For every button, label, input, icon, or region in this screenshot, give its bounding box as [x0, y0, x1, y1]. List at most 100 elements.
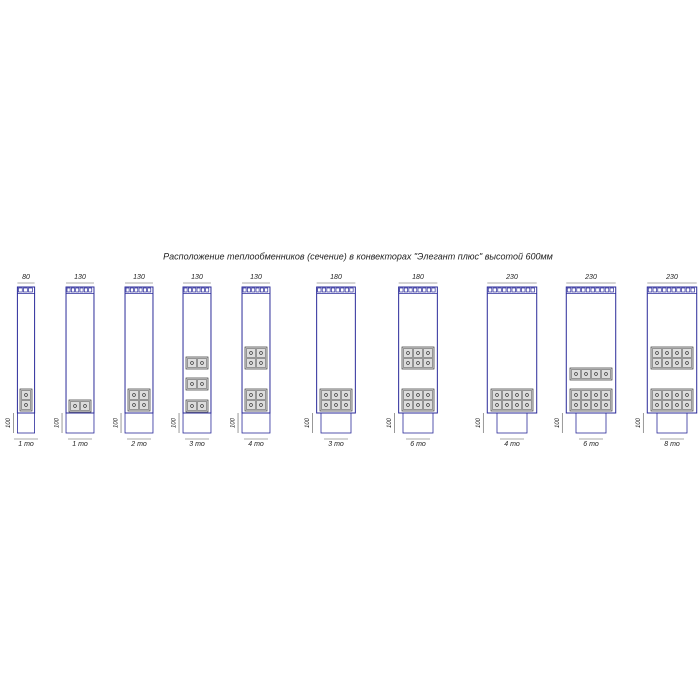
pipe [584, 372, 588, 376]
grille-slot [83, 287, 88, 293]
grille-slot [317, 287, 322, 293]
grille-slot [183, 287, 188, 293]
convector-section: 180 100 6 то [387, 274, 438, 448]
stand [656, 412, 688, 434]
exchanger-cell [591, 369, 601, 379]
pipe [604, 372, 608, 376]
exchanger-cell [331, 400, 341, 410]
grille-slot [666, 287, 672, 293]
grille-slot [326, 287, 331, 293]
exchanger-cell [403, 358, 413, 368]
pipe [685, 361, 689, 365]
convector-section: 230 100 6 то [555, 274, 617, 448]
exchanger-cell [512, 400, 522, 410]
grille-slot [516, 287, 521, 293]
grille-slot [487, 287, 493, 293]
pipe [594, 403, 598, 407]
pipe [426, 403, 430, 407]
grille-slot [609, 287, 614, 293]
pipe [83, 404, 87, 408]
exchanger-cell [581, 390, 591, 400]
grille-slot [681, 287, 686, 293]
pipe [142, 403, 146, 407]
pipe [416, 351, 420, 355]
pipe [249, 361, 253, 365]
grille-slot [581, 287, 586, 293]
grille-slot [671, 287, 676, 293]
stand [182, 412, 212, 434]
stand [496, 412, 528, 434]
grille-slot [525, 287, 531, 293]
exchanger-cell [413, 348, 423, 358]
pipe [259, 393, 263, 397]
grille-slot [595, 287, 600, 293]
exchanger-cell [256, 400, 266, 410]
exchanger-cell [581, 400, 591, 410]
exchanger-cell [413, 400, 423, 410]
exchanger-cell [682, 358, 692, 368]
pipe [406, 361, 410, 365]
pipe [655, 393, 659, 397]
pipe [249, 351, 253, 355]
width-label: 180 [330, 274, 342, 281]
pipe [515, 403, 519, 407]
pipe [515, 393, 519, 397]
exchanger-cell [571, 390, 581, 400]
exchanger-cell [139, 390, 149, 400]
pipe [142, 393, 146, 397]
pipe [495, 403, 499, 407]
grille-slot [28, 287, 33, 293]
width-label: 230 [584, 274, 597, 281]
grille-slot [690, 287, 695, 293]
height-label: 100 [231, 417, 237, 428]
grille-slot [259, 287, 264, 293]
exchanger-cell [246, 390, 256, 400]
quantity-label: 3 то [328, 441, 344, 448]
exchanger-cell [341, 390, 351, 400]
title: Расположение теплообменников (сечение) в… [163, 251, 553, 261]
width-label: 180 [412, 274, 424, 281]
grille-slot [413, 287, 418, 293]
exchanger-cell [591, 390, 601, 400]
quantity-label: 3 то [189, 441, 205, 448]
grille-slot [600, 287, 605, 293]
pipe [675, 403, 679, 407]
width-label: 130 [133, 274, 145, 281]
exchanger-cell [662, 390, 672, 400]
grille-slot [585, 287, 591, 293]
height-label: 100 [305, 417, 311, 428]
pipe [525, 393, 529, 397]
pipe [426, 393, 430, 397]
pipe [495, 393, 499, 397]
grille-slot [255, 287, 260, 293]
grille-slot [422, 287, 427, 293]
grille-slot [88, 287, 93, 293]
exchanger-cell [423, 348, 433, 358]
exchanger-cell [256, 390, 266, 400]
exchanger-cell [197, 401, 207, 411]
stand [124, 412, 154, 434]
pipe [406, 393, 410, 397]
pipe [665, 403, 669, 407]
grille-slot [335, 287, 340, 293]
pipe [675, 393, 679, 397]
exchanger-cell [187, 401, 197, 411]
grille-slot [521, 287, 526, 293]
pipe [584, 393, 588, 397]
grille-slot [506, 287, 512, 293]
grille-slot [192, 287, 197, 293]
grille-slot [147, 287, 152, 293]
exchanger-cell [581, 369, 591, 379]
exchanger-cell [423, 358, 433, 368]
width-label: 230 [665, 274, 678, 281]
exchanger-cell [682, 390, 692, 400]
grille-slot [657, 287, 662, 293]
grille-slot [399, 287, 404, 293]
exchanger-cell [246, 400, 256, 410]
grille-slot [247, 287, 251, 293]
pipe [584, 403, 588, 407]
exchanger-cell [197, 358, 207, 368]
grille-slot [566, 287, 572, 293]
quantity-label: 2 то [130, 441, 147, 448]
